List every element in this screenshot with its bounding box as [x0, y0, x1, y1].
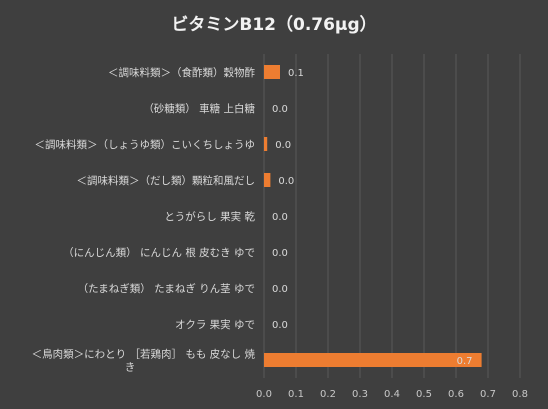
x-tick-label: 0.8 [512, 389, 528, 400]
x-tick-label: 0.3 [352, 389, 368, 400]
chart-title: ビタミンB12（0.76μg） [171, 14, 376, 35]
x-tick-label: 0.0 [256, 389, 272, 400]
category-label: とうがらし 果実 乾 [164, 210, 255, 223]
x-tick-label: 0.2 [320, 389, 336, 400]
x-tick-label: 0.4 [384, 389, 400, 400]
bar [264, 65, 280, 79]
data-label: 0.7 [457, 356, 473, 367]
category-labels: ＜調味料類＞（食酢類）穀物酢 （砂糖類） 車糖 上白糖 ＜調味料類＞（しょうゆ類）こ… [32, 66, 256, 374]
category-label: （にんじん類） にんじん 根 皮むき ゆで [63, 246, 255, 259]
category-label: （砂糖類） 車糖 上白糖 [143, 102, 255, 115]
x-axis-tick-labels: 0.0 0.1 0.2 0.3 0.4 0.5 0.6 0.7 0.8 [256, 389, 528, 400]
data-label: 0.0 [275, 140, 291, 151]
gridlines [263, 54, 521, 378]
category-label: ＜調味料類＞（しょうゆ類）こいくちしょうゆ [35, 138, 256, 151]
bar [264, 137, 268, 151]
bar [264, 353, 482, 367]
data-label: 0.0 [272, 212, 288, 223]
x-tick-label: 0.6 [448, 389, 464, 400]
x-tick-label: 0.1 [288, 389, 304, 400]
category-label: オクラ 果実 ゆで [175, 318, 255, 331]
bar [264, 173, 271, 187]
data-label: 0.1 [288, 68, 304, 79]
data-label: 0.0 [272, 320, 288, 331]
value-labels: 0.1 0.0 0.0 0.0 0.0 0.0 0.0 0.0 0.7 [272, 68, 473, 367]
category-label: ＜鳥肉類＞にわとり ［若鶏肉］ もも 皮なし 焼 [32, 348, 256, 361]
bars [264, 65, 482, 367]
category-label: ＜調味料類＞（食酢類）穀物酢 [108, 66, 255, 79]
x-tick-label: 0.5 [416, 389, 432, 400]
data-label: 0.0 [278, 176, 294, 187]
category-label: ＜調味料類＞（だし類）顆粒和風だし [77, 174, 256, 187]
data-label: 0.0 [272, 248, 288, 259]
category-label: （たまねぎ類） たまねぎ りん茎 ゆで [78, 282, 255, 295]
data-label: 0.0 [272, 104, 288, 115]
data-label: 0.0 [272, 284, 288, 295]
x-tick-label: 0.7 [480, 389, 496, 400]
category-label: き [125, 362, 136, 374]
